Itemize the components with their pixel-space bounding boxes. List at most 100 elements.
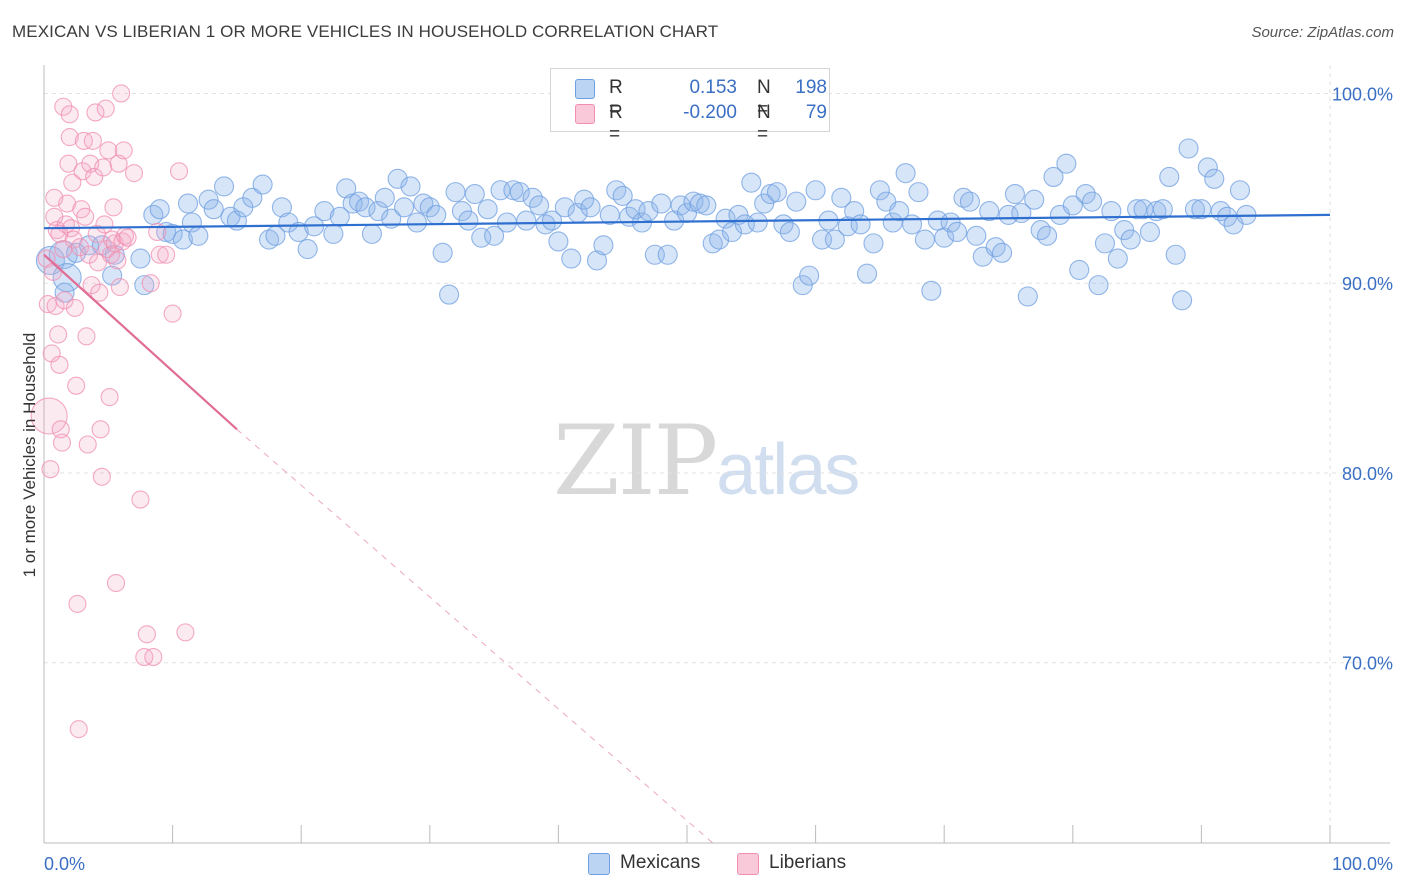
liberian-point bbox=[90, 283, 109, 302]
mexican-point bbox=[966, 225, 987, 246]
trend-lines bbox=[43, 213, 1331, 844]
mexican-point bbox=[477, 199, 498, 220]
mexican-point bbox=[850, 214, 871, 235]
mexican-point bbox=[959, 191, 980, 212]
liberian-point bbox=[50, 355, 69, 374]
mexican-point bbox=[702, 233, 723, 254]
liberian-point bbox=[176, 623, 195, 642]
liberian-point bbox=[41, 460, 60, 479]
liberian-point bbox=[96, 99, 115, 118]
mexican-point bbox=[188, 225, 209, 246]
mexican-point bbox=[368, 201, 389, 222]
mexican-point bbox=[985, 237, 1006, 258]
mexican-point bbox=[535, 214, 556, 235]
mexican-point bbox=[837, 216, 858, 237]
mexican-point bbox=[162, 223, 183, 244]
mexican-point bbox=[1101, 201, 1122, 222]
liberian-point bbox=[30, 397, 68, 435]
mexican-point bbox=[149, 199, 170, 220]
liberian-point bbox=[50, 224, 69, 243]
mexican-point bbox=[863, 233, 884, 254]
mexican-point bbox=[934, 227, 955, 248]
mexican-point bbox=[1017, 286, 1038, 307]
mexican-point bbox=[908, 182, 929, 203]
liberian-point bbox=[95, 215, 114, 234]
watermark-atlas: atlas bbox=[716, 430, 860, 510]
mexican-point bbox=[1082, 191, 1103, 212]
mexican-point bbox=[921, 280, 942, 301]
grid-lines bbox=[44, 65, 1390, 843]
y-tick-label: 70.0% bbox=[1342, 654, 1393, 674]
liberians-swatch bbox=[575, 104, 595, 124]
liberian-point bbox=[54, 97, 73, 116]
mexican-point bbox=[779, 221, 800, 243]
mexican-point bbox=[271, 197, 292, 218]
mexican-point bbox=[901, 214, 923, 235]
mexican-point bbox=[1172, 290, 1193, 311]
mexican-point bbox=[1030, 220, 1051, 241]
legend-r-label: R = bbox=[609, 102, 623, 145]
liberians-trend-line bbox=[43, 253, 238, 431]
liberian-point bbox=[131, 490, 150, 509]
liberian-point bbox=[112, 84, 131, 103]
liberian-point bbox=[77, 327, 96, 346]
liberian-point bbox=[114, 141, 133, 160]
liberian-point bbox=[150, 245, 169, 264]
y-tick-label: 100.0% bbox=[1332, 84, 1393, 104]
mexican-point bbox=[979, 201, 1000, 222]
mexicans-swatch bbox=[575, 79, 595, 99]
mexican-point bbox=[1094, 233, 1115, 254]
mexican-point bbox=[252, 174, 273, 195]
mexican-point bbox=[1197, 157, 1218, 178]
mexican-point bbox=[400, 176, 421, 197]
axes bbox=[43, 65, 1390, 844]
mexican-point bbox=[516, 210, 537, 231]
liberian-point bbox=[60, 105, 79, 124]
liberian-point bbox=[60, 128, 79, 147]
liberians-points bbox=[30, 84, 195, 739]
liberian-point bbox=[86, 103, 105, 122]
legend-n-value: 198 bbox=[795, 77, 827, 98]
mexican-point bbox=[1204, 168, 1225, 189]
mexican-point bbox=[992, 242, 1013, 263]
mexican-point bbox=[130, 248, 151, 269]
liberian-point bbox=[68, 594, 87, 613]
liberian-point bbox=[49, 325, 68, 344]
liberian-point bbox=[82, 276, 101, 295]
liberian-point bbox=[83, 131, 102, 150]
liberian-point bbox=[59, 154, 78, 173]
y-tick-label: 80.0% bbox=[1342, 464, 1393, 484]
mexican-point bbox=[612, 185, 633, 206]
mexican-point bbox=[1069, 259, 1090, 280]
mexican-point bbox=[786, 191, 807, 212]
liberian-point bbox=[118, 228, 137, 247]
mexican-point bbox=[1056, 153, 1077, 174]
liberians-trend-extension bbox=[236, 428, 714, 844]
mexican-point bbox=[741, 172, 762, 193]
mexican-point bbox=[426, 204, 447, 225]
liberian-point bbox=[92, 467, 111, 486]
mexican-point bbox=[242, 187, 263, 208]
mexican-point bbox=[172, 229, 193, 250]
mexican-point bbox=[203, 199, 224, 220]
mexican-point bbox=[54, 282, 75, 303]
mexican-point bbox=[606, 180, 627, 201]
mexican-point bbox=[458, 210, 479, 231]
mexican-point bbox=[593, 235, 614, 256]
mexican-point bbox=[1088, 275, 1109, 296]
mexican-point bbox=[323, 223, 344, 244]
mexican-point bbox=[471, 227, 492, 248]
legend-n-label: N = bbox=[757, 77, 771, 120]
mexican-point bbox=[406, 212, 427, 233]
liberian-point bbox=[100, 388, 119, 407]
liberian-point bbox=[91, 420, 110, 439]
mexican-point bbox=[766, 182, 788, 203]
x-tick-label: 0.0% bbox=[44, 854, 85, 874]
mexican-point bbox=[314, 201, 335, 222]
mexican-point bbox=[1120, 229, 1141, 250]
mexican-point bbox=[895, 163, 916, 184]
mexican-point bbox=[1178, 138, 1199, 159]
y-tick-label: 90.0% bbox=[1342, 274, 1393, 294]
liberian-point bbox=[43, 262, 63, 281]
mexican-point bbox=[1152, 199, 1173, 220]
